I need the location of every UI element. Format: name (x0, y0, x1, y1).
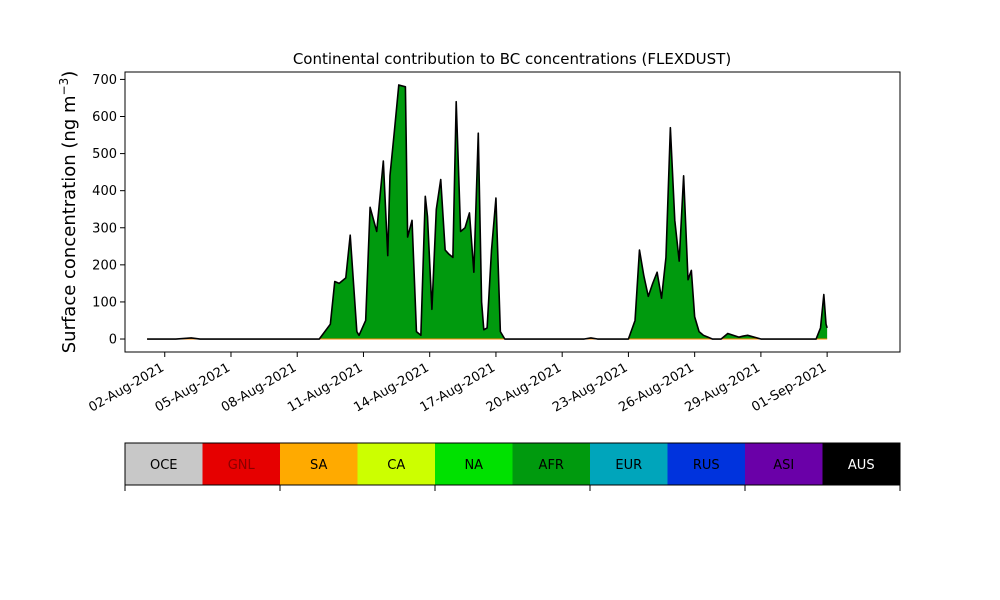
y-tick-label: 400 (92, 184, 117, 199)
y-tick-label: 600 (92, 110, 117, 125)
y-tick-label: 100 (92, 295, 117, 310)
y-tick-label: 700 (92, 73, 117, 88)
y-axis-label-exponent: −3 (57, 78, 71, 96)
y-tick-label: 200 (92, 258, 117, 273)
legend-swatch-sa (280, 443, 358, 485)
legend-label-aus: AUS (848, 458, 875, 473)
legend-label-sa: SA (310, 458, 327, 473)
y-tick-label: 0 (109, 333, 117, 348)
x-tick-label: 29-Aug-2021 (683, 360, 763, 415)
legend-label-asi: ASI (773, 458, 794, 473)
afr-area-series (147, 84, 828, 340)
legend-label-rus: RUS (693, 458, 720, 473)
legend-swatch-eur (590, 443, 668, 485)
y-tick-label: 300 (92, 221, 117, 236)
legend-swatch-aus (822, 443, 900, 485)
legend-label-gnl: GNL (228, 458, 256, 473)
legend-label-eur: EUR (615, 458, 642, 473)
legend-swatch-asi (745, 443, 823, 485)
total-series-line (147, 84, 828, 340)
legend-swatch-ca (357, 443, 435, 485)
legend: OCE GNL SA CA NA AFR EUR RUS ASI AUS (124, 442, 901, 491)
legend-frame (124, 442, 901, 486)
y-tick-label: 500 (92, 147, 117, 162)
legend-swatch-na (435, 443, 513, 485)
legend-swatch-gnl (202, 443, 280, 485)
legend-swatch-oce (125, 443, 203, 485)
legend-label-na: NA (464, 458, 483, 473)
y-axis-label-close: ) (59, 71, 80, 78)
plot-area (124, 71, 901, 353)
legend-swatch-afr (512, 443, 590, 485)
legend-swatch-rus (667, 443, 745, 485)
y-axis-label: Surface concentration (ng m−3) (57, 71, 80, 354)
legend-label-ca: CA (387, 458, 405, 473)
y-axis-label-text: Surface concentration (ng m (59, 95, 80, 353)
x-axis: 02-Aug-202105-Aug-202108-Aug-202111-Aug-… (86, 352, 829, 416)
y-axis: 0 100 200 300 400 500 600 700 (92, 73, 125, 348)
legend-label-afr: AFR (539, 458, 564, 473)
chart-title: Continental contribution to BC concentra… (293, 50, 731, 68)
legend-label-oce: OCE (150, 458, 178, 473)
plot-frame (124, 71, 901, 353)
x-tick-label: 01-Sep-2021 (749, 360, 829, 415)
